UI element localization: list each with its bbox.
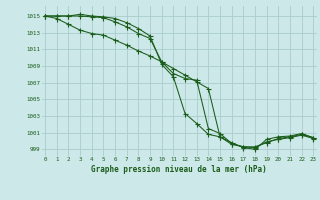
X-axis label: Graphe pression niveau de la mer (hPa): Graphe pression niveau de la mer (hPa) (91, 165, 267, 174)
